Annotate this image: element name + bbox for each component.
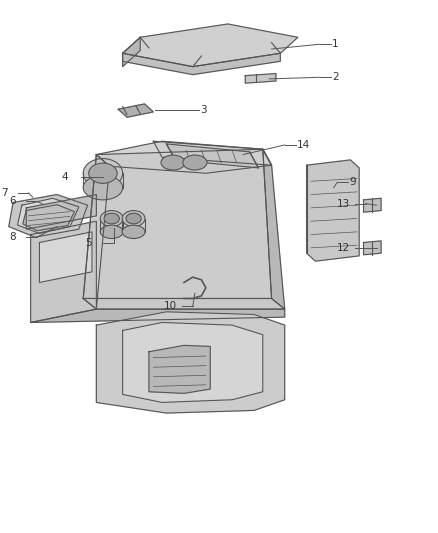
Ellipse shape <box>83 158 123 188</box>
Polygon shape <box>263 149 285 309</box>
Ellipse shape <box>100 225 123 239</box>
Polygon shape <box>123 322 263 402</box>
Polygon shape <box>96 312 285 413</box>
Polygon shape <box>9 195 88 237</box>
Text: 5: 5 <box>85 238 92 247</box>
Ellipse shape <box>183 155 207 170</box>
Polygon shape <box>245 74 276 83</box>
Polygon shape <box>123 53 280 75</box>
Ellipse shape <box>100 211 123 227</box>
Text: 14: 14 <box>297 140 310 150</box>
Polygon shape <box>31 221 96 322</box>
Polygon shape <box>364 241 381 255</box>
Ellipse shape <box>122 211 145 227</box>
Text: 9: 9 <box>350 177 356 187</box>
Polygon shape <box>23 205 74 231</box>
Polygon shape <box>83 149 272 298</box>
Ellipse shape <box>161 155 185 170</box>
Ellipse shape <box>122 225 145 239</box>
Polygon shape <box>364 198 381 212</box>
Polygon shape <box>149 345 210 393</box>
Polygon shape <box>166 144 258 168</box>
Polygon shape <box>83 298 285 309</box>
Polygon shape <box>26 195 96 229</box>
Text: 12: 12 <box>337 243 350 253</box>
Text: 6: 6 <box>10 197 16 206</box>
Ellipse shape <box>83 175 123 200</box>
Text: 13: 13 <box>337 199 350 208</box>
Text: 7: 7 <box>1 188 7 198</box>
Polygon shape <box>118 104 153 117</box>
Polygon shape <box>123 37 140 67</box>
Text: 10: 10 <box>164 302 177 311</box>
Polygon shape <box>31 309 285 322</box>
Polygon shape <box>153 141 272 165</box>
Polygon shape <box>18 198 79 233</box>
Polygon shape <box>83 155 110 309</box>
Text: 8: 8 <box>10 232 16 242</box>
Polygon shape <box>123 24 298 67</box>
Polygon shape <box>39 232 92 282</box>
Text: 4: 4 <box>61 172 68 182</box>
Ellipse shape <box>88 163 117 183</box>
Polygon shape <box>307 160 359 261</box>
Text: 1: 1 <box>332 39 339 49</box>
Polygon shape <box>96 141 272 173</box>
Text: 2: 2 <box>332 72 339 82</box>
Text: 3: 3 <box>201 106 207 115</box>
Ellipse shape <box>126 213 141 224</box>
Ellipse shape <box>104 213 119 224</box>
